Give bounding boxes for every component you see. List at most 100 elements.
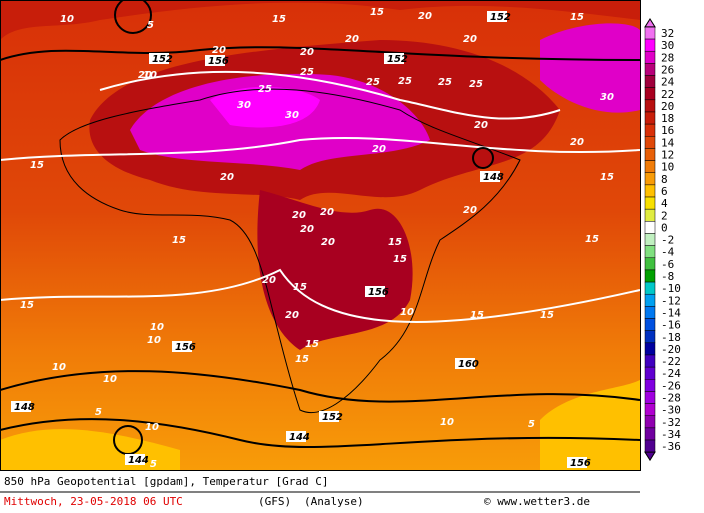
scale-label: -28 <box>661 392 681 405</box>
contour-label: 152 <box>490 12 511 23</box>
contour-label: 160 <box>458 359 479 370</box>
scale-label: 30 <box>661 39 674 52</box>
label-box <box>205 55 225 66</box>
contour-label: 20 <box>300 47 314 58</box>
contour-label: 15 <box>295 354 309 365</box>
scale-swatch <box>644 172 656 186</box>
scale-label: 2 <box>661 209 668 222</box>
contour-label: 152 <box>387 54 408 65</box>
contour-label: 5 <box>150 459 157 470</box>
scale-label: -2 <box>661 234 674 247</box>
contour-label: 20 <box>474 120 488 131</box>
contour-label: 10 <box>60 14 74 25</box>
contour-label: 10 <box>143 70 157 81</box>
scale-arrow <box>644 17 656 28</box>
contour-label: 10 <box>440 417 454 428</box>
contour-label: 156 <box>208 56 229 67</box>
contour-label: 144 <box>128 455 149 466</box>
label-box <box>11 401 31 412</box>
scale-swatch <box>644 245 656 259</box>
scale-swatch <box>644 306 656 319</box>
label-box <box>567 457 587 468</box>
scale-swatch <box>644 415 656 429</box>
contour-label: 25 <box>366 77 380 88</box>
scale-swatch <box>644 196 656 210</box>
isobar <box>0 418 641 448</box>
contour-label: 15 <box>393 254 407 265</box>
contour-label: 20 <box>463 34 477 45</box>
scale-swatch <box>644 281 656 295</box>
contour-label: 20 <box>418 11 432 22</box>
contour-label: 15 <box>293 282 307 293</box>
label-box <box>480 171 500 182</box>
temp-field <box>540 23 640 113</box>
scale-label: -22 <box>661 355 681 368</box>
footer-run: (Analyse) <box>304 495 364 508</box>
contour-label: 20 <box>570 137 584 148</box>
contour-label: 5 <box>147 20 154 31</box>
scale-swatch <box>644 427 656 441</box>
scale-swatch <box>644 123 656 137</box>
contour-label: 5 <box>528 419 535 430</box>
contour-label: 20 <box>138 70 152 81</box>
contour-label: 156 <box>175 342 196 353</box>
scale-label: 8 <box>661 173 668 186</box>
scale-swatch <box>644 439 656 453</box>
scale-label: -16 <box>661 319 681 332</box>
scale-label: -24 <box>661 367 681 380</box>
footer-model: (GFS) <box>258 495 291 508</box>
contour-label: 10 <box>52 362 66 373</box>
scale-swatch <box>644 111 656 125</box>
contour-label: 148 <box>14 402 35 413</box>
scale-swatch <box>644 391 656 404</box>
isobar <box>114 0 152 34</box>
label-box <box>172 341 192 352</box>
scale-swatch <box>644 87 656 101</box>
contour-label: 15 <box>585 234 599 245</box>
scale-label: 20 <box>661 100 674 113</box>
scale-label: 26 <box>661 63 674 76</box>
scale-label: -34 <box>661 428 681 441</box>
scale-label: 28 <box>661 51 674 64</box>
contour-label: 30 <box>285 110 299 121</box>
contour-label: 144 <box>289 432 310 443</box>
isotherm <box>0 268 641 323</box>
scale-swatch <box>644 99 656 113</box>
footer-title: 850 hPa Geopotential [gpdam], Temperatur… <box>4 475 329 488</box>
contour-label: 20 <box>463 205 477 216</box>
scale-swatch <box>644 403 656 416</box>
contour-label: 20 <box>212 45 226 56</box>
label-box <box>149 53 169 64</box>
contour-label: 20 <box>285 310 299 321</box>
map-frame <box>0 0 641 471</box>
scale-label: -4 <box>661 246 675 259</box>
contour-label: 15 <box>570 12 584 23</box>
scale-swatch <box>644 293 656 307</box>
scale-swatch <box>644 342 656 356</box>
contour-label: 156 <box>368 287 389 298</box>
contour-label: 20 <box>372 144 386 155</box>
contour-label: 10 <box>400 307 414 318</box>
scale-label: -10 <box>661 282 681 295</box>
contour-label: 152 <box>152 54 173 65</box>
contour-label: 10 <box>150 322 164 333</box>
scale-swatch <box>644 38 656 52</box>
scale-swatch <box>644 136 656 149</box>
contour-label: 152 <box>322 412 343 423</box>
isobar <box>472 147 494 169</box>
label-box <box>487 11 507 22</box>
scale-swatch <box>644 63 656 76</box>
isobar <box>0 46 641 61</box>
contour-label: 20 <box>292 210 306 221</box>
scale-swatch <box>644 50 656 64</box>
scale-label: 32 <box>661 27 674 40</box>
contour-label: 20 <box>345 34 359 45</box>
scale-label: -36 <box>661 440 681 453</box>
contour-label: 15 <box>600 172 614 183</box>
contour-label: 10 <box>145 422 159 433</box>
scale-label: 22 <box>661 88 674 101</box>
scale-label: 18 <box>661 112 674 125</box>
contour-label: 20 <box>321 237 335 248</box>
scale-swatch <box>644 75 656 88</box>
scale-swatch <box>644 148 656 161</box>
